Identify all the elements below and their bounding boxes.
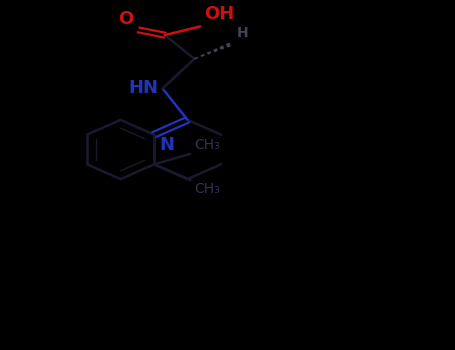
Text: CH₃: CH₃ — [194, 182, 220, 196]
Text: CH₃: CH₃ — [194, 138, 220, 152]
Text: H: H — [237, 26, 248, 40]
Text: OH: OH — [204, 5, 234, 23]
Text: N: N — [160, 136, 175, 154]
Text: O: O — [119, 10, 134, 28]
Text: HN: HN — [128, 79, 158, 97]
